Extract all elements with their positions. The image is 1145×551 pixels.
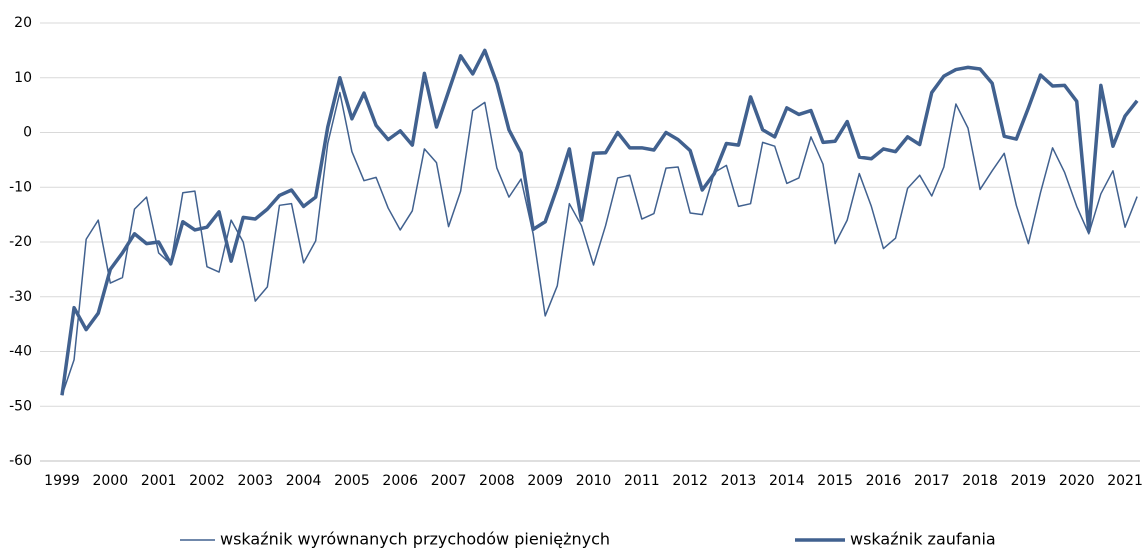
y-tick-label: -30 [9, 289, 32, 305]
x-tick-label: 2011 [624, 473, 660, 489]
y-tick-label: -10 [9, 179, 32, 195]
y-tick-label: 10 [14, 70, 32, 86]
x-tick-label: 2006 [382, 473, 418, 489]
x-tick-label: 2003 [237, 473, 273, 489]
y-tick-label: -40 [9, 344, 32, 360]
x-tick-label: 1999 [44, 473, 80, 489]
x-tick-label: 2008 [479, 473, 515, 489]
x-tick-label: 2016 [866, 473, 902, 489]
x-tick-label: 2007 [431, 473, 467, 489]
x-tick-label: 2000 [92, 473, 128, 489]
y-tick-label: 0 [23, 125, 32, 141]
x-tick-label: 2002 [189, 473, 225, 489]
x-tick-label: 2009 [527, 473, 563, 489]
x-tick-label: 2013 [721, 473, 757, 489]
x-tick-label: 2021 [1107, 473, 1143, 489]
x-tick-label: 2005 [334, 473, 370, 489]
x-tick-label: 2015 [817, 473, 853, 489]
x-tick-label: 2012 [672, 473, 708, 489]
x-tick-label: 2010 [576, 473, 612, 489]
x-tick-label: 2017 [914, 473, 950, 489]
data-line [61, 91, 1138, 396]
x-tick-label: 2014 [769, 473, 805, 489]
data-line [60, 48, 1139, 396]
y-tick-label: -50 [9, 398, 32, 414]
x-tick-label: 2020 [1059, 473, 1095, 489]
y-tick-label: 20 [14, 15, 32, 31]
legend-label: wskaźnik wyrównanych przychodów pieniężn… [220, 530, 610, 549]
y-tick-label: -20 [9, 234, 32, 250]
y-tick-label: -60 [9, 453, 32, 469]
x-tick-label: 2004 [286, 473, 322, 489]
x-tick-label: 2001 [141, 473, 177, 489]
legend-label: wskaźnik zaufania [850, 530, 996, 549]
x-tick-label: 2018 [962, 473, 998, 489]
x-tick-label: 2019 [1011, 473, 1047, 489]
